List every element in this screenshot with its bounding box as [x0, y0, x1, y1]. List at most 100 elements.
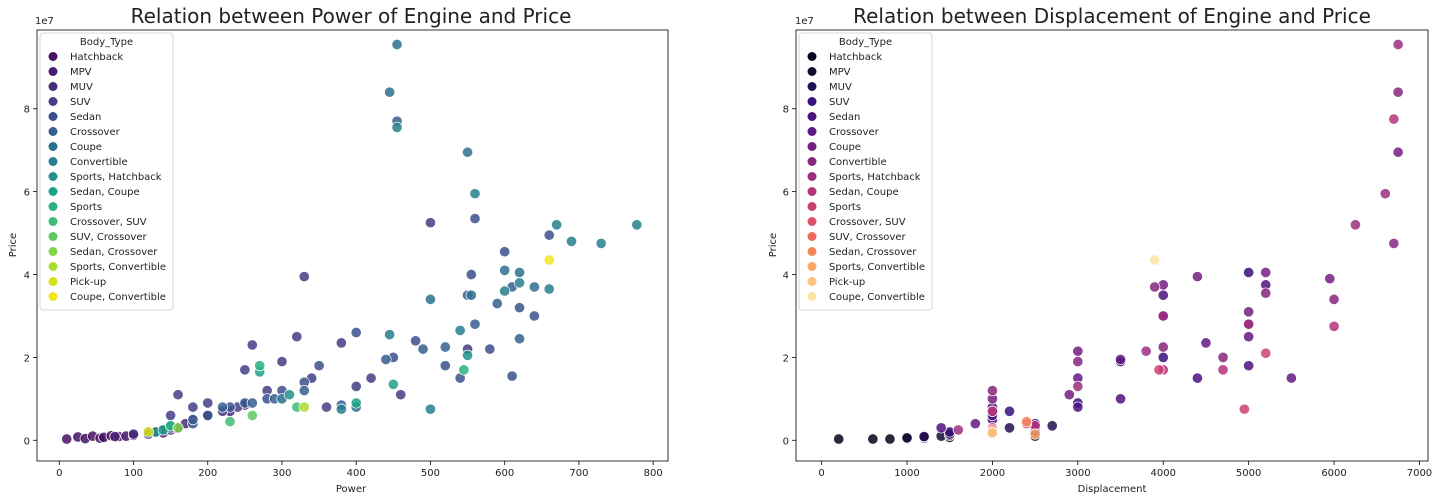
legend-marker [48, 112, 58, 121]
data-point [1149, 281, 1161, 293]
legend-entry: Sports [70, 202, 102, 213]
legend-marker [807, 262, 817, 271]
data-point [1388, 113, 1400, 125]
data-point [1200, 337, 1212, 349]
legend-entry: Sedan, Crossover [70, 247, 158, 258]
legend-entry: Coupe, Convertible [829, 292, 925, 303]
data-point [884, 433, 896, 445]
x-tick-label: 700 [569, 468, 588, 479]
data-point [1114, 393, 1127, 405]
legend-entry: MPV [829, 67, 851, 78]
data-point [202, 397, 214, 409]
legend-marker [48, 127, 58, 136]
data-point [1072, 380, 1084, 392]
y-tick-label: 6 [24, 188, 30, 199]
data-point [458, 364, 470, 376]
x-tick-label: 400 [347, 468, 366, 479]
legend-entry: MPV [70, 67, 92, 78]
data-point [595, 237, 607, 249]
data-point [424, 217, 436, 229]
x-tick-label: 1000 [894, 468, 919, 479]
data-point [1217, 364, 1229, 376]
data-point [1003, 405, 1016, 417]
data-point [986, 384, 998, 397]
data-point [1063, 389, 1075, 401]
data-point [276, 355, 288, 368]
data-point [246, 397, 258, 409]
data-point [254, 360, 266, 372]
data-point [142, 426, 154, 438]
x-tick-label: 5000 [1236, 468, 1261, 479]
data-point [1072, 345, 1084, 357]
data-point [1379, 188, 1391, 200]
data-point [1328, 293, 1340, 305]
legend-marker [48, 247, 58, 256]
data-point [465, 268, 477, 281]
legend-entry: Pick-up [70, 277, 106, 288]
data-point [454, 324, 466, 337]
legend-entry: Sedan, Coupe [829, 187, 899, 198]
data-point [387, 378, 399, 390]
legend-marker [807, 217, 817, 226]
data-point [417, 343, 429, 355]
data-point [424, 403, 436, 415]
y-tick-label: 2 [24, 353, 30, 364]
legend-marker [807, 277, 817, 286]
data-point [1349, 219, 1361, 231]
y-axis-label: Price [8, 233, 19, 257]
data-point [439, 341, 451, 353]
data-point [172, 422, 184, 434]
data-point [969, 418, 981, 430]
data-point [395, 389, 407, 401]
data-point [1191, 271, 1203, 283]
data-point [528, 310, 540, 322]
data-point [246, 409, 258, 421]
data-point [1388, 237, 1400, 249]
legend-marker [807, 82, 817, 91]
data-point [986, 427, 998, 439]
data-point [1392, 38, 1404, 51]
data-point [320, 401, 333, 413]
x-tick-label: 500 [421, 468, 440, 479]
legend-box [798, 32, 933, 311]
legend-entry: Sedan [829, 112, 860, 123]
legend-entry: Crossover, SUV [829, 217, 906, 228]
data-point [499, 285, 511, 297]
data-point [565, 235, 578, 247]
legend-entry: Crossover, SUV [70, 217, 147, 228]
legend-marker [807, 97, 817, 106]
legend-marker [807, 247, 817, 256]
y-tick-label: 4 [783, 271, 789, 282]
data-point [543, 283, 555, 295]
data-point [217, 401, 229, 413]
legend-marker [48, 82, 58, 91]
data-point [1153, 364, 1165, 376]
data-point [952, 424, 964, 436]
x-axis-label: Displacement [1078, 484, 1147, 495]
data-point [833, 433, 845, 445]
legend-marker [807, 112, 817, 121]
y-tick-label: 8 [783, 105, 789, 116]
x-tick-label: 300 [272, 468, 291, 479]
data-point [543, 254, 555, 266]
x-tick-label: 0 [818, 468, 824, 479]
x-tick-label: 600 [495, 468, 514, 479]
axis-ticks: 0 1000 2000 3000 4000 5000 6000 7000 0 2 4 6 8 [783, 105, 1433, 479]
data-point [1114, 353, 1127, 366]
data-point [335, 403, 347, 415]
legend-entry: SUV [829, 97, 850, 108]
x-tick-label: 2000 [980, 468, 1005, 479]
legend-entry: Hatchback [70, 52, 123, 63]
legend-title: Body_Type [839, 37, 892, 48]
legend-marker [807, 67, 817, 76]
data-point [469, 188, 481, 200]
data-point [499, 246, 511, 258]
data-point [365, 372, 377, 384]
data-point [867, 433, 879, 445]
data-point [551, 219, 563, 231]
data-point [246, 339, 258, 351]
legend-entry: Coupe, Convertible [70, 292, 166, 303]
data-point [1243, 318, 1255, 330]
